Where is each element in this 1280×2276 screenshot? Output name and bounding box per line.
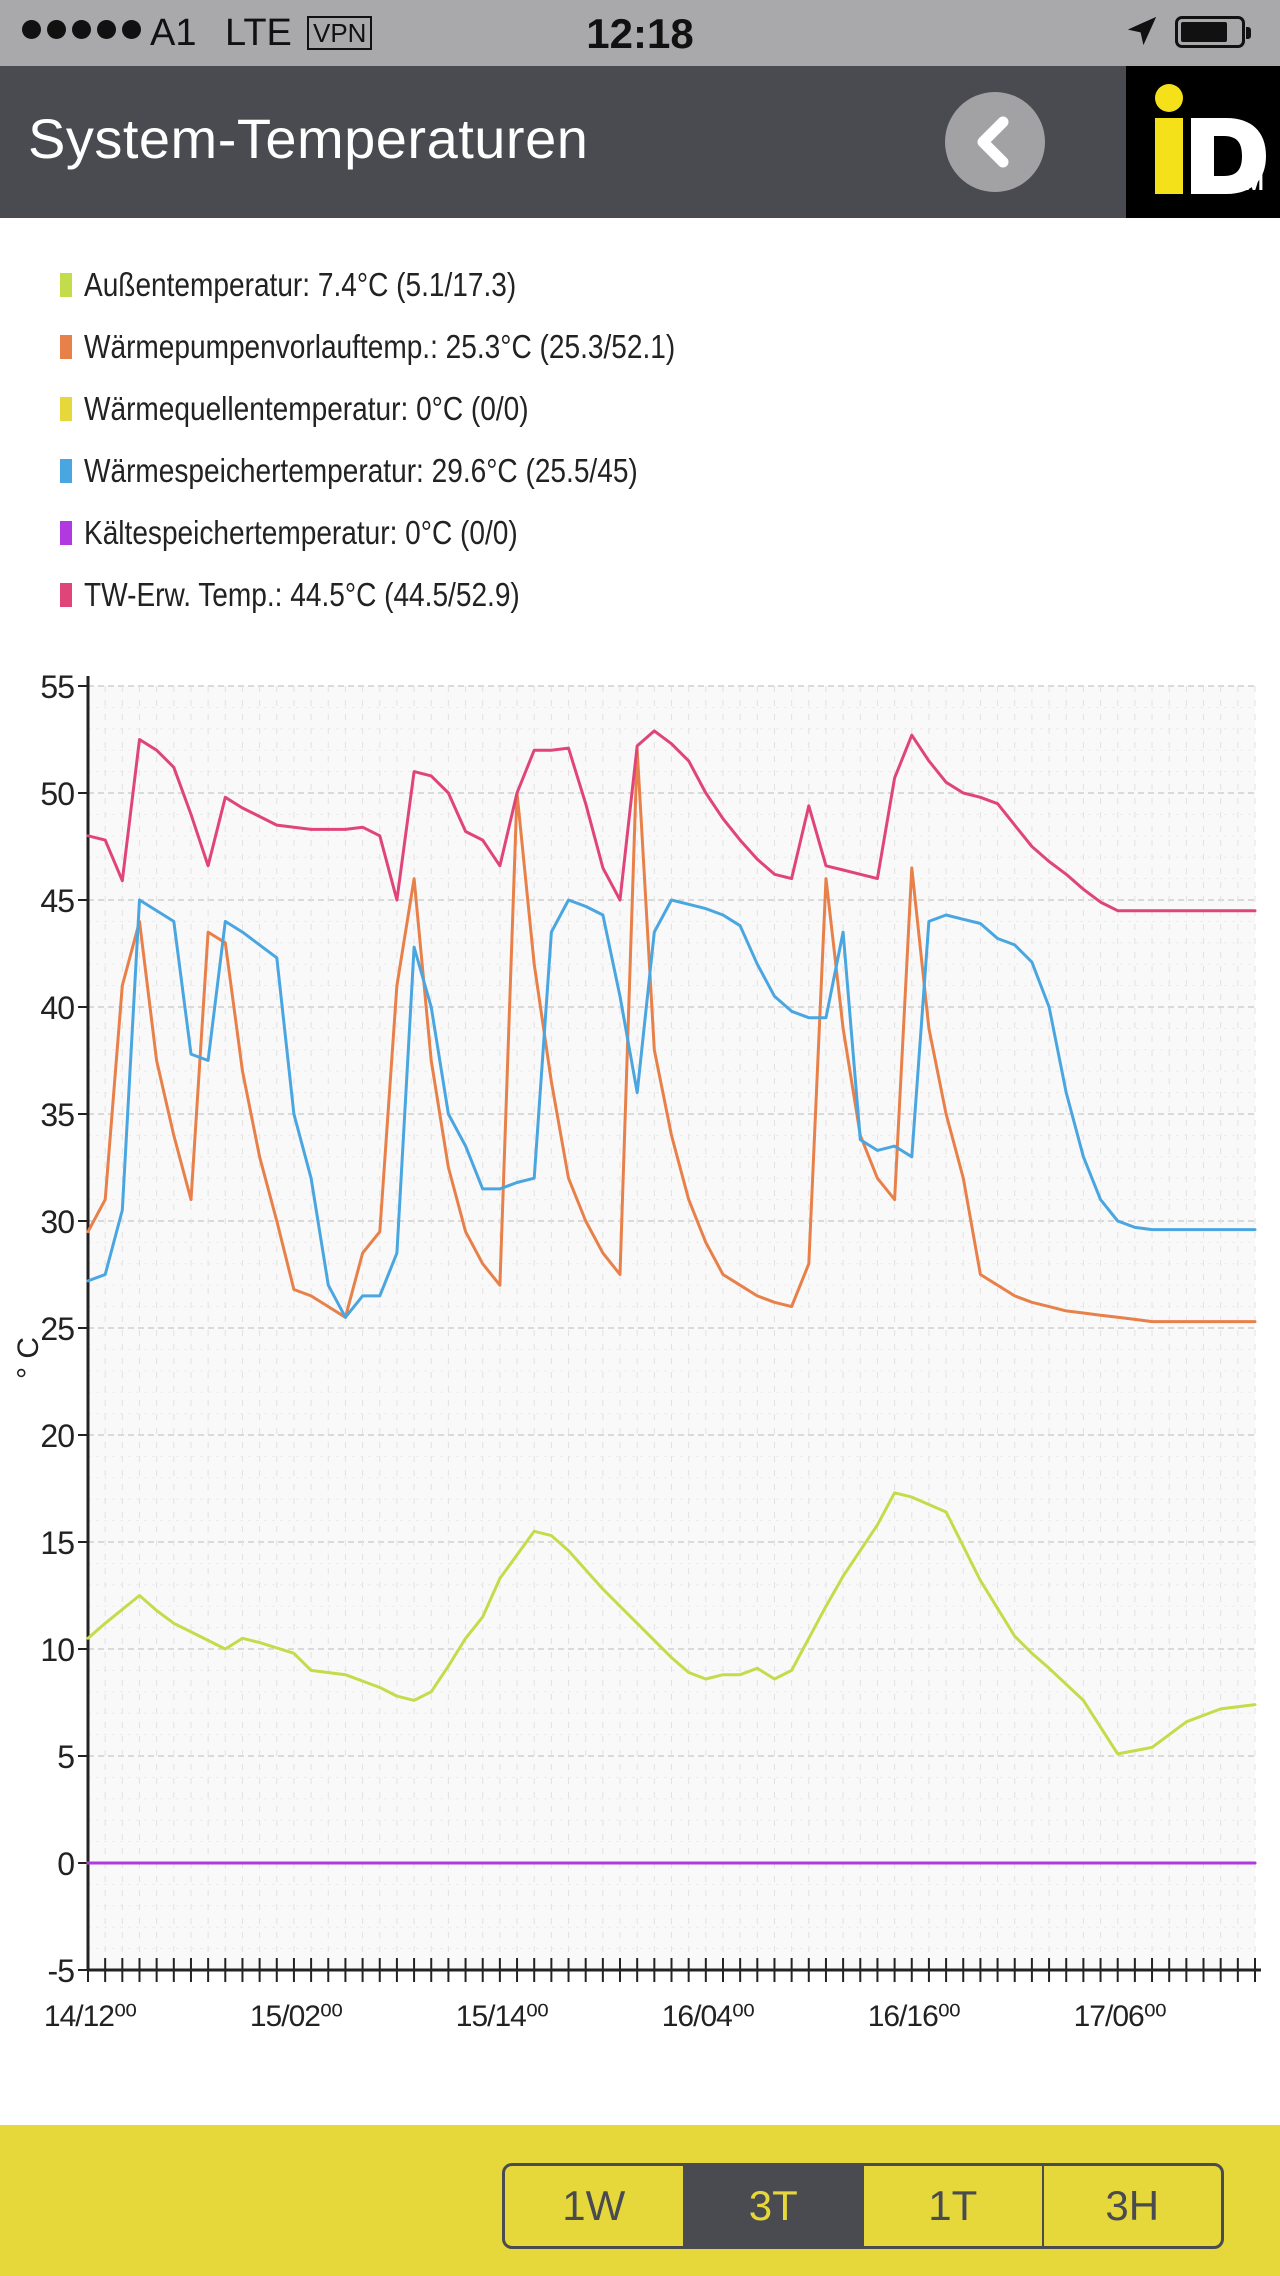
legend-swatch xyxy=(60,335,72,359)
signal-dots-icon xyxy=(22,20,141,39)
x-tick-label: 15/02⁰⁰ xyxy=(250,2000,342,2033)
battery-icon xyxy=(1175,16,1251,48)
footer-bar xyxy=(0,2125,1280,2276)
brand-logo: M xyxy=(1126,66,1280,218)
chevron-left-icon xyxy=(977,116,1009,168)
x-tick-label: 14/12⁰⁰ xyxy=(44,2000,136,2033)
back-button[interactable] xyxy=(945,92,1045,192)
series-line xyxy=(86,898,1257,1319)
carrier-label: A1 xyxy=(150,12,197,54)
legend-item: Kältespeichertemperatur: 0°C (0/0) xyxy=(60,502,780,564)
x-tick-label: 16/16⁰⁰ xyxy=(868,2000,960,2033)
chart-legend: Außentemperatur: 7.4°C (5.1/17.3) Wärmepu… xyxy=(60,254,780,626)
y-tick-label: 45 xyxy=(40,883,74,919)
temperature-chart: -5 0 5 10 15 20 25 30 35 40 45 50 55 14/12⁰⁰ 15/02⁰⁰ 15… xyxy=(12,669,1261,2033)
range-1t-button[interactable]: 1T xyxy=(864,2166,1044,2246)
legend-item: Wärmequellentemperatur: 0°C (0/0) xyxy=(60,378,780,440)
y-tick-label: -5 xyxy=(48,1953,75,1989)
svg-text:M: M xyxy=(1244,169,1264,196)
time-range-selector[interactable]: 1W 3T 1T 3H xyxy=(502,2163,1224,2249)
legend-swatch xyxy=(60,521,72,545)
legend-label: Außentemperatur: 7.4°C (5.1/17.3) xyxy=(84,266,517,303)
range-3h-button[interactable]: 3H xyxy=(1105,2182,1160,2229)
x-tick-label: 16/04⁰⁰ xyxy=(662,2000,754,2033)
legend-item: Außentemperatur: 7.4°C (5.1/17.3) xyxy=(60,254,780,316)
app-header: System-Temperaturen M xyxy=(0,66,1280,218)
legend-label: TW-Erw. Temp.: 44.5°C (44.5/52.9) xyxy=(84,576,520,613)
y-tick-label: 35 xyxy=(40,1097,74,1133)
legend-swatch xyxy=(60,397,72,421)
legend-swatch xyxy=(60,273,72,297)
y-tick-label: 25 xyxy=(40,1311,74,1347)
legend-swatch xyxy=(60,459,72,483)
status-bar: A1 LTE VPN 12:18 xyxy=(0,0,1280,66)
series-line xyxy=(86,729,1257,913)
legend-item: TW-Erw. Temp.: 44.5°C (44.5/52.9) xyxy=(60,564,780,626)
y-tick-label: 50 xyxy=(40,776,74,812)
legend-item: Wärmespeichertemperatur: 29.6°C (25.5/45… xyxy=(60,440,780,502)
y-tick-label: 15 xyxy=(40,1525,74,1561)
location-arrow-icon xyxy=(1125,14,1159,53)
x-tick-label: 15/14⁰⁰ xyxy=(456,2000,548,2033)
legend-label: Wärmepumpenvorlauftemp.: 25.3°C (25.3/52… xyxy=(84,328,676,365)
range-1w-button[interactable]: 1W xyxy=(505,2166,685,2246)
y-tick-label: 0 xyxy=(57,1846,74,1882)
series-line xyxy=(86,1491,1257,1756)
status-time: 12:18 xyxy=(586,10,694,57)
network-label: LTE xyxy=(225,12,292,54)
legend-label: Kältespeichertemperatur: 0°C (0/0) xyxy=(84,514,518,551)
legend-swatch xyxy=(60,583,72,607)
legend-label: Wärmequellentemperatur: 0°C (0/0) xyxy=(84,390,529,427)
x-tick-label: 17/06⁰⁰ xyxy=(1074,2000,1166,2033)
y-tick-label: 20 xyxy=(40,1418,74,1454)
range-3t-button[interactable]: 3T xyxy=(684,2166,864,2246)
series-line xyxy=(86,748,1257,1324)
y-tick-label: 10 xyxy=(40,1632,74,1668)
page-title: System-Temperaturen xyxy=(28,107,589,170)
y-tick-label: 55 xyxy=(40,669,74,705)
y-axis-label: ° C xyxy=(12,1337,45,1379)
y-tick-label: 30 xyxy=(40,1204,74,1240)
y-tick-label: 5 xyxy=(57,1739,74,1775)
y-tick-label: 40 xyxy=(40,990,74,1026)
vpn-badge: VPN xyxy=(307,16,373,50)
legend-label: Wärmespeichertemperatur: 29.6°C (25.5/45… xyxy=(84,452,638,489)
legend-item: Wärmepumpenvorlauftemp.: 25.3°C (25.3/52… xyxy=(60,316,780,378)
